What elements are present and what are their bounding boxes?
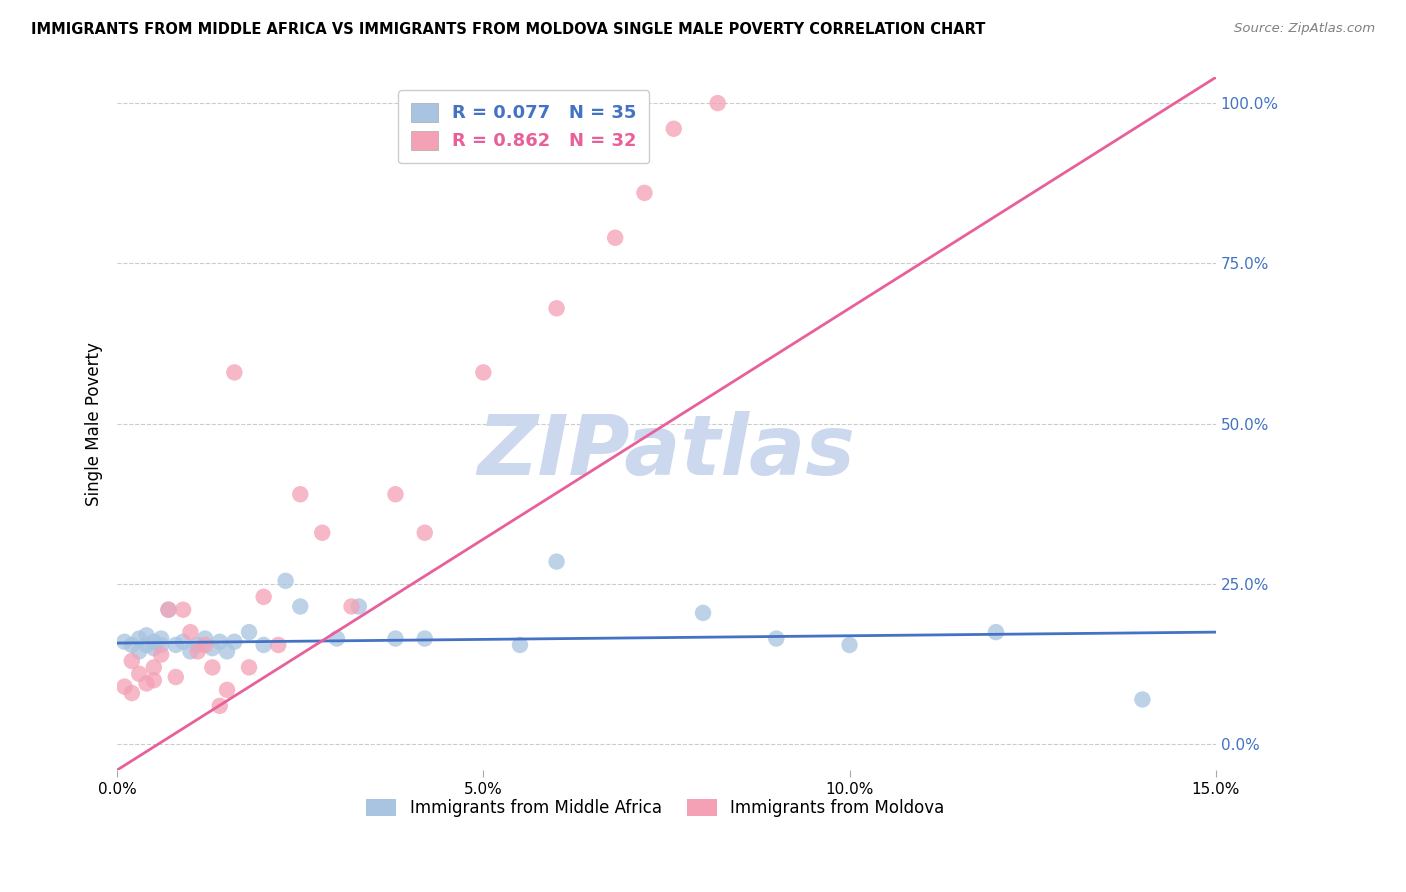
Point xyxy=(765,632,787,646)
Point xyxy=(633,186,655,200)
Point xyxy=(165,638,187,652)
Point xyxy=(172,634,194,648)
Point xyxy=(253,638,276,652)
Point xyxy=(208,634,231,648)
Point xyxy=(290,487,312,501)
Point xyxy=(546,301,568,316)
Point xyxy=(274,574,297,588)
Point xyxy=(194,632,217,646)
Point xyxy=(984,625,1007,640)
Text: IMMIGRANTS FROM MIDDLE AFRICA VS IMMIGRANTS FROM MOLDOVA SINGLE MALE POVERTY COR: IMMIGRANTS FROM MIDDLE AFRICA VS IMMIGRA… xyxy=(31,22,986,37)
Point xyxy=(706,96,728,111)
Point xyxy=(179,644,201,658)
Point xyxy=(201,660,224,674)
Point xyxy=(208,698,231,713)
Point xyxy=(238,660,260,674)
Point xyxy=(413,632,436,646)
Point xyxy=(121,654,143,668)
Point xyxy=(384,632,406,646)
Point xyxy=(114,680,136,694)
Point xyxy=(121,686,143,700)
Point xyxy=(172,603,194,617)
Point xyxy=(326,632,349,646)
Point xyxy=(267,638,290,652)
Legend: Immigrants from Middle Africa, Immigrants from Moldova: Immigrants from Middle Africa, Immigrant… xyxy=(360,792,950,824)
Point xyxy=(224,366,246,380)
Text: ZIPatlas: ZIPatlas xyxy=(478,411,855,491)
Point xyxy=(187,638,209,652)
Point xyxy=(546,555,568,569)
Point xyxy=(605,231,627,245)
Point xyxy=(838,638,860,652)
Point xyxy=(347,599,370,614)
Point xyxy=(121,638,143,652)
Point xyxy=(215,644,238,658)
Point xyxy=(128,666,150,681)
Point xyxy=(142,634,165,648)
Point xyxy=(165,670,187,684)
Point xyxy=(150,638,173,652)
Point xyxy=(662,121,685,136)
Point xyxy=(509,638,531,652)
Point xyxy=(194,638,217,652)
Point xyxy=(238,625,260,640)
Y-axis label: Single Male Poverty: Single Male Poverty xyxy=(86,342,103,506)
Point xyxy=(128,644,150,658)
Point xyxy=(253,590,276,604)
Point xyxy=(135,628,157,642)
Point xyxy=(187,644,209,658)
Point xyxy=(340,599,363,614)
Point xyxy=(142,660,165,674)
Point xyxy=(215,682,238,697)
Point xyxy=(150,632,173,646)
Point xyxy=(128,632,150,646)
Point xyxy=(1132,692,1154,706)
Point xyxy=(157,603,180,617)
Point xyxy=(311,525,333,540)
Point xyxy=(692,606,714,620)
Point xyxy=(150,648,173,662)
Point xyxy=(114,634,136,648)
Point xyxy=(135,676,157,690)
Point xyxy=(413,525,436,540)
Point xyxy=(472,366,495,380)
Point xyxy=(142,641,165,656)
Point xyxy=(142,673,165,688)
Point xyxy=(384,487,406,501)
Point xyxy=(135,638,157,652)
Point xyxy=(224,634,246,648)
Point xyxy=(157,603,180,617)
Point xyxy=(179,625,201,640)
Text: Source: ZipAtlas.com: Source: ZipAtlas.com xyxy=(1234,22,1375,36)
Point xyxy=(290,599,312,614)
Point xyxy=(201,641,224,656)
